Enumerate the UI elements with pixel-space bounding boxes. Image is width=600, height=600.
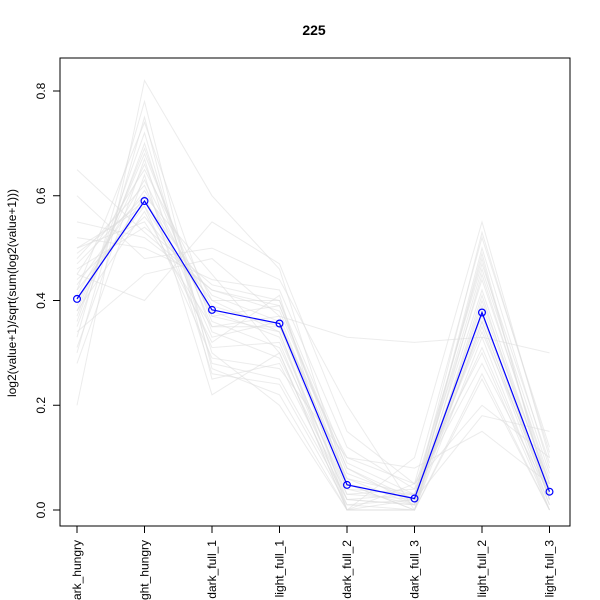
background-series-line	[76, 194, 550, 511]
plot-frame	[59, 57, 571, 527]
background-series-line	[76, 189, 550, 506]
background-series-line	[76, 173, 550, 511]
x-tick-label: ght_hungry	[138, 540, 152, 600]
highlight-series-line	[76, 199, 551, 500]
x-axis: ark_hungry ght_hungry dark_full_1 light_ful…	[70, 526, 557, 600]
background-series-line	[76, 205, 550, 485]
background-series-line	[76, 147, 550, 495]
background-series-line	[76, 194, 550, 511]
highlight-series-point	[410, 494, 419, 503]
background-series-line	[76, 115, 550, 501]
highlight-series-point	[208, 305, 217, 314]
background-series-line	[76, 169, 550, 506]
x-tick-label: dark_full_1	[205, 540, 219, 599]
y-axis-label: log2(value+1)/sqrt(sum(log2(value+1)))	[5, 189, 19, 397]
x-tick-label: light_full_2	[475, 540, 489, 598]
highlight-series-point	[478, 308, 487, 317]
x-tick-label: light_full_1	[273, 540, 287, 598]
highlight-series-point	[545, 487, 554, 496]
background-series-line	[76, 226, 550, 505]
background-series-line	[76, 200, 550, 495]
y-tick-label: 0.6	[34, 187, 48, 204]
x-tick-label: dark_full_2	[340, 540, 354, 599]
y-axis: 0.0 0.2 0.4 0.6 0.8	[34, 82, 60, 518]
highlight-series-point	[140, 197, 149, 206]
background-series-group	[76, 79, 550, 511]
y-tick-label: 0.0	[34, 501, 48, 518]
background-series-line	[76, 131, 550, 506]
x-tick-label: dark_full_3	[408, 540, 422, 599]
background-series-line	[76, 152, 550, 495]
highlight-series-group	[72, 197, 554, 503]
background-series-line	[76, 221, 550, 485]
background-series-line	[76, 195, 550, 511]
chart-title: 225	[302, 22, 326, 38]
background-series-line	[76, 157, 550, 506]
y-tick-label: 0.4	[34, 292, 48, 309]
highlight-series-point	[275, 319, 284, 328]
x-tick-label: light_full_3	[543, 540, 557, 598]
x-tick-label: ark_hungry	[70, 540, 84, 600]
highlight-series-point	[343, 480, 352, 489]
highlight-series-point	[72, 294, 81, 303]
y-tick-label: 0.8	[34, 82, 48, 99]
background-series-line	[76, 120, 550, 506]
y-tick-label: 0.2	[34, 397, 48, 414]
background-series-line	[76, 237, 550, 495]
background-series-line	[76, 258, 550, 354]
background-series-line	[76, 210, 550, 511]
